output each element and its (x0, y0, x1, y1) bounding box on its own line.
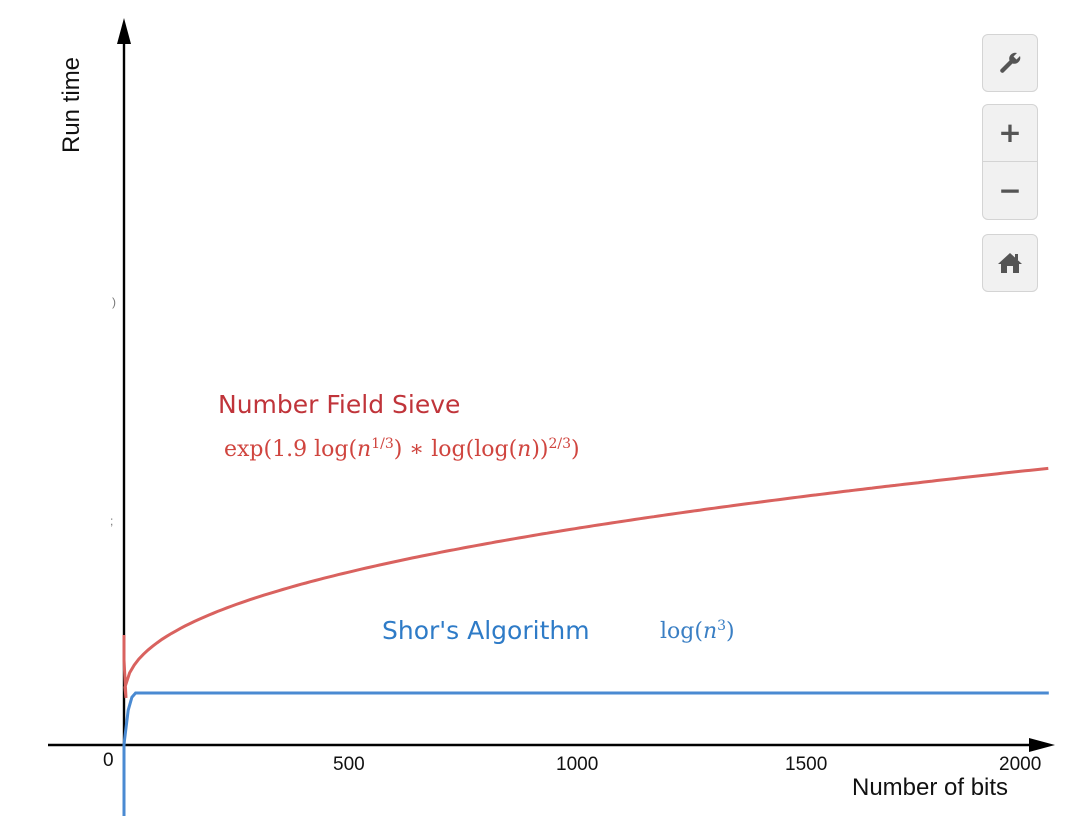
y-axis-arrow (117, 18, 131, 44)
formula-number-field-sieve: exp(1.9 log(n1/3) ∗ log(log(n))2/3) (224, 436, 580, 462)
wrench-icon (1000, 52, 1021, 73)
x-tick-label: 0 (103, 750, 114, 771)
x-axis-arrow (1029, 738, 1055, 752)
home-button[interactable] (982, 234, 1038, 292)
series-line-number-field-sieve (122, 466, 1049, 699)
x-tick-label: 1500 (785, 754, 828, 775)
x-tick-label: 1000 (556, 754, 599, 775)
y-tick-fragment: ; (110, 514, 114, 528)
home-icon (998, 253, 1022, 273)
series-line-shors-algorithm (122, 691, 1049, 816)
x-axis-label: Number of bits (852, 774, 1009, 801)
y-axis-label: Run time (58, 56, 85, 153)
zoom-out-button[interactable]: − (982, 162, 1038, 220)
settings-button[interactable] (982, 34, 1038, 92)
y-tick-fragment: ) (112, 295, 116, 309)
series-label-shors-algorithm: Shor's Algorithm (382, 616, 590, 645)
series-label-number-field-sieve: Number Field Sieve (218, 390, 461, 419)
x-tick-label: 2000 (999, 754, 1042, 775)
zoom-out-icon: − (998, 173, 1022, 207)
formula-shors-algorithm: log(n3) (660, 618, 735, 644)
zoom-in-icon: + (998, 116, 1022, 149)
zoom-in-button[interactable]: + (982, 104, 1038, 162)
x-tick-label: 500 (333, 754, 365, 775)
